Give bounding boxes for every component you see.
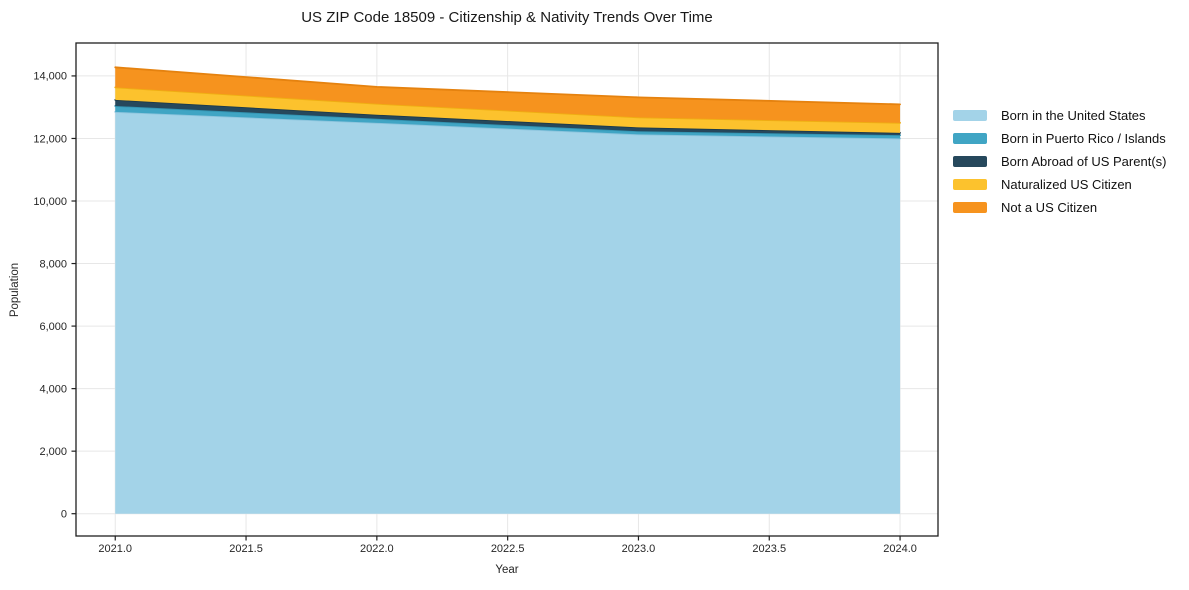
legend-label: Born in Puerto Rico / Islands [1001,131,1166,146]
area-band-4 [115,67,901,123]
y-axis-label: Population [9,262,21,318]
legend-label: Not a US Citizen [1001,200,1098,215]
legend-label: Born Abroad of US Parent(s) [1001,154,1167,169]
y-tick-label: 4,000 [39,383,67,395]
legend-swatch-icon [953,179,987,190]
legend-swatch-icon [953,110,987,121]
legend-item: Born in the United States [953,104,1166,127]
y-tick-label: 2,000 [39,446,67,458]
y-tick-label: 0 [61,509,67,521]
legend-item: Born Abroad of US Parent(s) [953,150,1166,173]
legend-item: Naturalized US Citizen [953,173,1166,196]
y-tick-label: 12,000 [33,133,67,145]
x-tick-label: 2021.0 [98,543,132,555]
y-tick-label: 14,000 [33,71,67,83]
x-tick-label: 2023.0 [622,543,656,555]
y-tick-label: 8,000 [39,258,67,270]
area-edge-4 [114,66,901,106]
x-tick-label: 2023.5 [752,543,786,555]
legend-swatch-icon [953,202,987,213]
x-tick-label: 2021.5 [229,543,263,555]
legend: Born in the United States Born in Puerto… [953,104,1166,219]
legend-swatch-icon [953,156,987,167]
area-band-0 [115,111,901,514]
y-tick-label: 6,000 [39,321,67,333]
plot-border [75,42,939,537]
area-band-3 [115,87,901,133]
y-tick-label: 10,000 [33,196,67,208]
legend-item: Not a US Citizen [953,196,1166,219]
area-band-1 [115,105,901,139]
x-tick-label: 2022.0 [360,543,394,555]
legend-item: Born in Puerto Rico / Islands [953,127,1166,150]
x-tick-label: 2022.5 [491,543,525,555]
legend-label: Naturalized US Citizen [1001,177,1132,192]
chart-title: US ZIP Code 18509 - Citizenship & Nativi… [301,9,713,26]
x-tick-label: 2024.0 [883,543,917,555]
legend-swatch-icon [953,133,987,144]
legend-label: Born in the United States [1001,108,1146,123]
stacked-areas [114,66,901,514]
axes-ticks: 2021.0 2021.5 2022.0 2022.5 2023.0 2023.5 2024… [33,71,917,555]
x-axis-label: Year [495,564,519,576]
